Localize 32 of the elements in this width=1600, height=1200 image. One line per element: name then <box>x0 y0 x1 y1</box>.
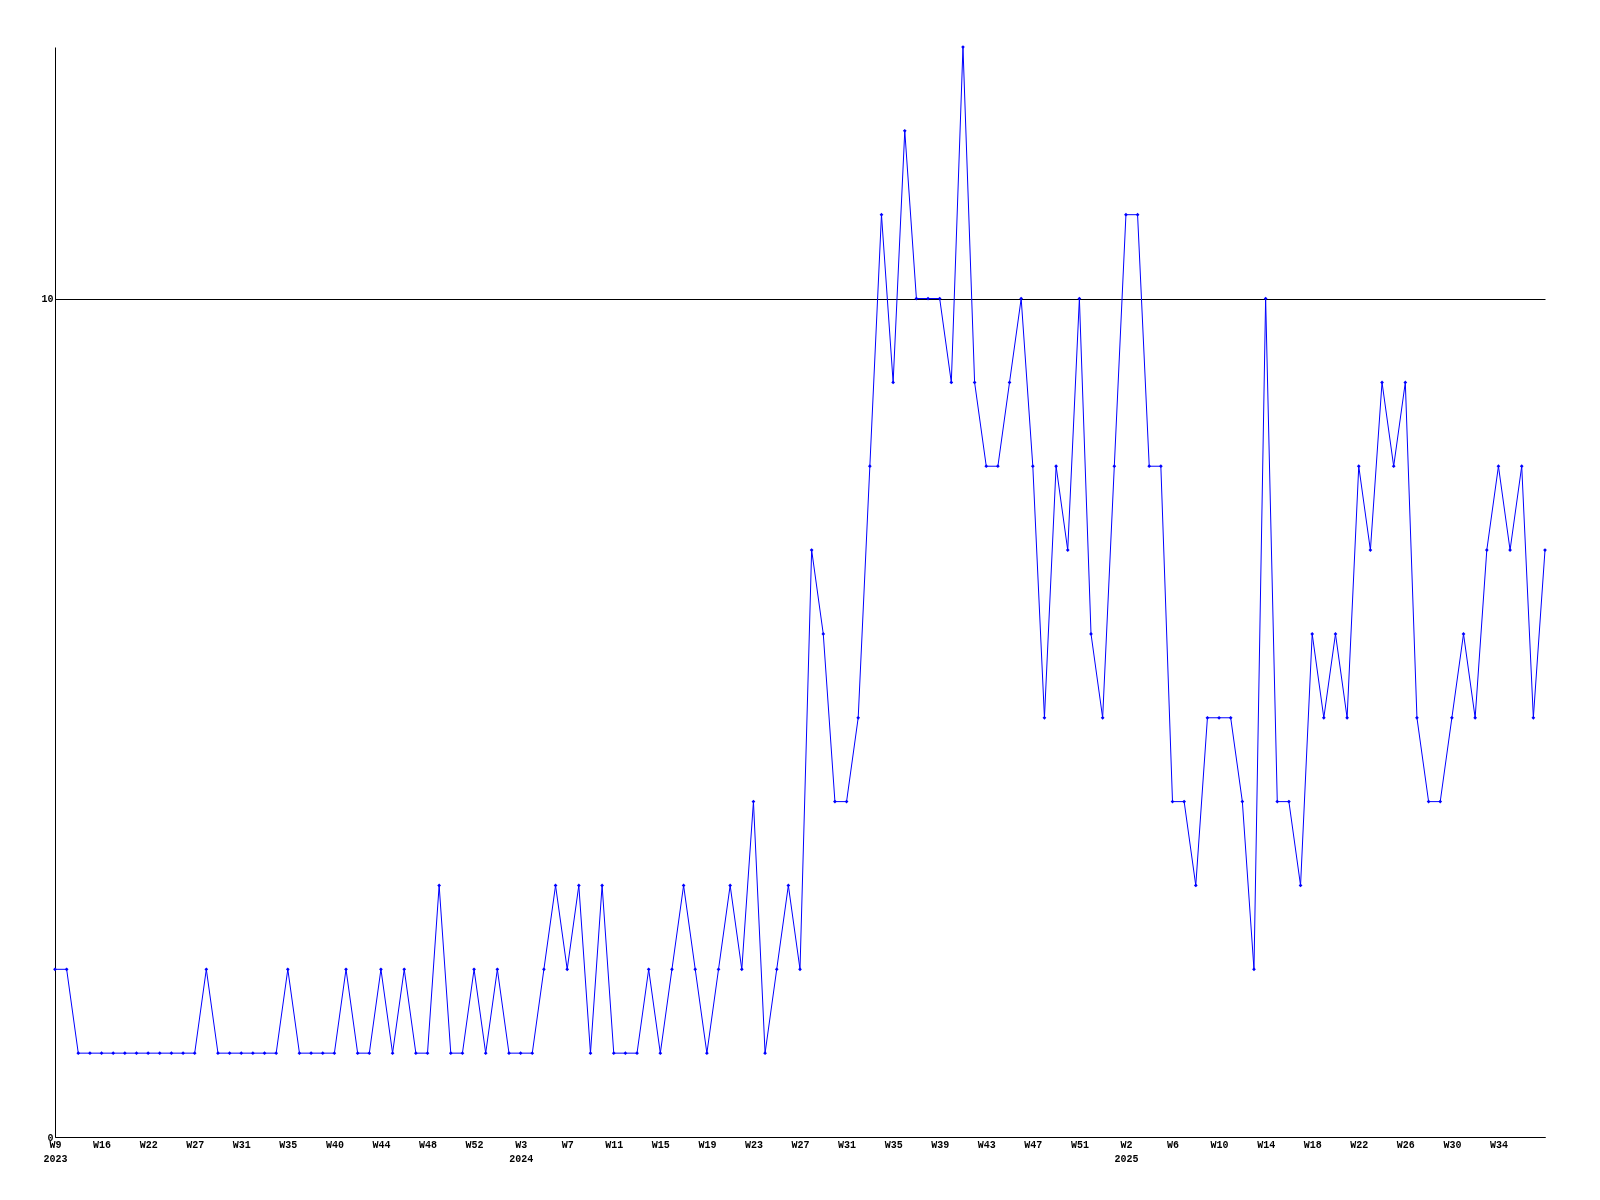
x-tick-label: W40 <box>325 1139 344 1151</box>
x-tick-label: W19 <box>698 1139 717 1151</box>
x-tick-label: W6 <box>1166 1139 1180 1151</box>
x-tick-label: W7 <box>561 1139 574 1151</box>
x-tick-label: W35 <box>884 1139 903 1151</box>
y-tick-label: 10 <box>41 294 54 306</box>
x-tick-label: W14 <box>1257 1139 1276 1151</box>
x-tick-label: W18 <box>1303 1139 1322 1151</box>
x-tick-label: W51 <box>1070 1139 1089 1151</box>
x-tick-label: W10 <box>1210 1139 1229 1151</box>
x-tick-label: W11 <box>605 1139 624 1151</box>
x-tick-label: W16 <box>93 1139 112 1151</box>
x-tick-label: W22 <box>139 1139 158 1151</box>
x-tick-label: W3 2024 <box>509 1139 534 1165</box>
x-tick-label: W47 <box>1024 1139 1043 1151</box>
x-tick-label: W52 <box>465 1139 484 1151</box>
x-tick-label: W34 <box>1489 1139 1508 1151</box>
x-tick-label: W31 <box>232 1139 251 1151</box>
x-tick-label: W27 <box>791 1139 810 1151</box>
x-tick-label: W26 <box>1396 1139 1415 1151</box>
x-tick-label: W22 <box>1350 1139 1369 1151</box>
x-tick-label: W2 2025 <box>1114 1139 1139 1165</box>
x-tick-label: W48 <box>418 1139 438 1151</box>
x-tick-label: W30 <box>1443 1139 1462 1151</box>
x-tick-label: W15 <box>651 1139 670 1151</box>
x-tick-label: W43 <box>977 1139 996 1151</box>
x-tick-label: W44 <box>372 1139 391 1151</box>
x-tick-label: W27 <box>186 1139 205 1151</box>
x-tick-label: W31 <box>838 1139 857 1151</box>
x-tick-label: W39 <box>931 1139 950 1151</box>
x-tick-label: W35 <box>279 1139 298 1151</box>
x-tick-label: W23 <box>744 1139 763 1151</box>
